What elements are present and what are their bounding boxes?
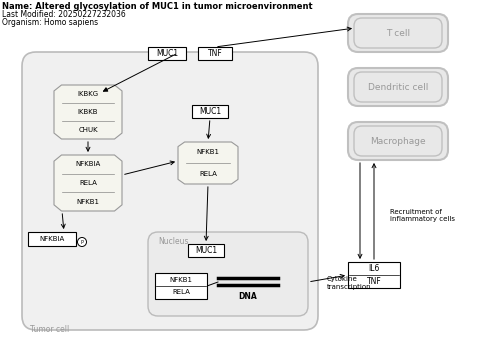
FancyBboxPatch shape bbox=[148, 232, 308, 316]
Text: TNF: TNF bbox=[367, 277, 382, 286]
Text: IKBKG: IKBKG bbox=[77, 91, 98, 97]
FancyBboxPatch shape bbox=[188, 244, 224, 257]
Text: MUC1: MUC1 bbox=[195, 246, 217, 255]
Text: MUC1: MUC1 bbox=[199, 107, 221, 116]
Polygon shape bbox=[54, 85, 122, 139]
FancyBboxPatch shape bbox=[348, 14, 448, 52]
Polygon shape bbox=[178, 142, 238, 184]
Text: DNA: DNA bbox=[239, 292, 257, 301]
Text: IKBKB: IKBKB bbox=[78, 109, 98, 115]
Text: RELA: RELA bbox=[79, 180, 97, 186]
Text: NFKB1: NFKB1 bbox=[76, 199, 99, 205]
FancyBboxPatch shape bbox=[198, 47, 232, 60]
Text: NFKB1: NFKB1 bbox=[169, 277, 192, 283]
FancyBboxPatch shape bbox=[348, 68, 448, 106]
Text: Recruitment of
inflammatory cells: Recruitment of inflammatory cells bbox=[390, 209, 455, 221]
Text: Nucleus: Nucleus bbox=[158, 237, 189, 246]
Text: CHUK: CHUK bbox=[78, 127, 98, 133]
Text: Organism: Homo sapiens: Organism: Homo sapiens bbox=[2, 18, 98, 27]
Circle shape bbox=[77, 237, 86, 246]
FancyBboxPatch shape bbox=[155, 273, 207, 299]
Text: TNF: TNF bbox=[208, 49, 222, 58]
FancyBboxPatch shape bbox=[192, 105, 228, 118]
Text: Dendritic cell: Dendritic cell bbox=[368, 83, 428, 91]
FancyBboxPatch shape bbox=[354, 72, 442, 102]
Text: RELA: RELA bbox=[172, 289, 190, 295]
Text: Name: Altered glycosylation of MUC1 in tumor microenvironment: Name: Altered glycosylation of MUC1 in t… bbox=[2, 2, 312, 11]
Text: Cytokine
transcription: Cytokine transcription bbox=[327, 277, 372, 289]
Text: P: P bbox=[81, 240, 84, 245]
Text: T cell: T cell bbox=[386, 28, 410, 37]
FancyBboxPatch shape bbox=[354, 18, 442, 48]
FancyBboxPatch shape bbox=[348, 262, 400, 288]
Text: NFKBIA: NFKBIA bbox=[75, 161, 101, 167]
Text: NFKB1: NFKB1 bbox=[196, 150, 219, 156]
Text: IL6: IL6 bbox=[368, 264, 380, 273]
Text: Tumor cell: Tumor cell bbox=[30, 325, 69, 334]
FancyBboxPatch shape bbox=[148, 47, 186, 60]
FancyBboxPatch shape bbox=[348, 122, 448, 160]
FancyBboxPatch shape bbox=[28, 232, 76, 246]
Polygon shape bbox=[54, 155, 122, 211]
Text: Macrophage: Macrophage bbox=[370, 136, 426, 146]
Text: MUC1: MUC1 bbox=[156, 49, 178, 58]
Text: Last Modified: 20250227232036: Last Modified: 20250227232036 bbox=[2, 10, 126, 19]
Text: NFKBIA: NFKBIA bbox=[39, 236, 65, 242]
FancyBboxPatch shape bbox=[22, 52, 318, 330]
FancyBboxPatch shape bbox=[354, 126, 442, 156]
Text: RELA: RELA bbox=[199, 171, 217, 177]
